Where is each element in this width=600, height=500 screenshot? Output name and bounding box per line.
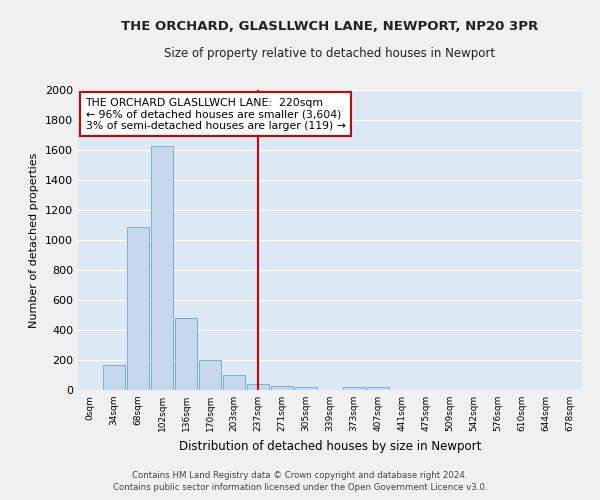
Bar xyxy=(127,226,149,390)
X-axis label: Distribution of detached houses by size in Newport: Distribution of detached houses by size … xyxy=(179,440,481,452)
Text: Size of property relative to detached houses in Newport: Size of property relative to detached ho… xyxy=(164,48,496,60)
Text: Contains HM Land Registry data © Crown copyright and database right 2024.
Contai: Contains HM Land Registry data © Crown c… xyxy=(113,471,487,492)
Bar xyxy=(271,386,293,390)
Bar xyxy=(343,387,365,390)
Bar xyxy=(295,387,317,390)
Bar xyxy=(223,375,245,390)
Bar xyxy=(367,387,389,390)
Text: THE ORCHARD, GLASLLWCH LANE, NEWPORT, NP20 3PR: THE ORCHARD, GLASLLWCH LANE, NEWPORT, NP… xyxy=(121,20,539,33)
Bar xyxy=(247,384,269,390)
Bar xyxy=(103,364,125,390)
Text: THE ORCHARD GLASLLWCH LANE:  220sqm
← 96% of detached houses are smaller (3,604): THE ORCHARD GLASLLWCH LANE: 220sqm ← 96%… xyxy=(86,98,346,130)
Y-axis label: Number of detached properties: Number of detached properties xyxy=(29,152,40,328)
Bar xyxy=(199,360,221,390)
Bar xyxy=(151,146,173,390)
Bar xyxy=(175,318,197,390)
